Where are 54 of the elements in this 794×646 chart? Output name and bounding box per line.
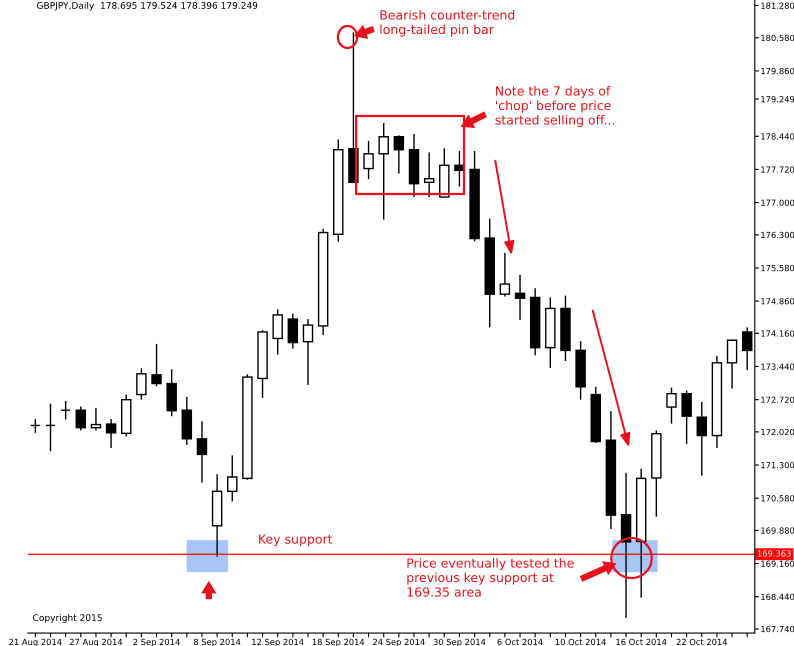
- candlestick: [45, 403, 56, 452]
- candlestick: [60, 400, 71, 420]
- y-tick-label: 180.580: [761, 34, 794, 42]
- candlestick: [151, 343, 162, 387]
- y-tick-label: 176.300: [761, 232, 794, 238]
- ref-line-label: 169.363: [758, 550, 791, 557]
- candlestick: [424, 152, 434, 198]
- x-tick-label: 16 Oct 2014: [616, 638, 666, 646]
- annotation: Copyright 2015: [33, 614, 102, 623]
- candlestick: [76, 406, 86, 432]
- y-tick-label: 168.440: [761, 594, 794, 600]
- y-tick-label: 169.880: [761, 527, 794, 534]
- candlestick: [106, 418, 116, 449]
- annotation: Note the 7 days of 'chop' before price started selling off...: [495, 86, 614, 128]
- candlestick: [30, 418, 41, 434]
- candlestick: [726, 338, 738, 390]
- candlestick: [288, 312, 298, 350]
- annotation: Bearish counter-trend long-tailed pin bar: [380, 10, 514, 37]
- candlestick: [696, 401, 708, 476]
- y-tick-label: 171.300: [761, 462, 794, 468]
- candlestick: [272, 308, 283, 356]
- y-tick-label: 179.860: [761, 68, 794, 74]
- y-tick-label: 172.020: [761, 428, 794, 436]
- candlestick: [681, 390, 692, 445]
- y-tick-label: 179.249: [761, 96, 794, 102]
- annotation: Key support: [259, 534, 332, 546]
- x-tick-label: 10 Oct 2014: [556, 638, 606, 646]
- y-tick-label: 178.440: [761, 133, 794, 140]
- y-tick-label: 169.160: [761, 560, 794, 567]
- candlestick: [394, 134, 404, 174]
- chart-title: GBPJPY,Daily 178.695 179.524 178.396 179.249: [37, 2, 258, 11]
- candlestick: [363, 140, 374, 180]
- candlestick: [378, 122, 389, 220]
- candlestick: [90, 407, 102, 432]
- x-tick-label: 6 Oct 2014: [498, 638, 543, 646]
- y-tick-label: 177.000: [761, 200, 794, 206]
- y-tick-label: 167.740: [761, 626, 794, 632]
- y-tick-label: 175.580: [761, 264, 794, 272]
- candlestick: [302, 318, 314, 386]
- annotation: Price eventually tested the previous key support at 169.35 area: [407, 558, 574, 597]
- y-tick-label: 177.720: [761, 166, 794, 173]
- candlestick: [227, 454, 238, 502]
- y-tick-label: 172.720: [761, 396, 794, 403]
- x-tick-label: 22 Oct 2014: [676, 638, 728, 646]
- y-tick-label: 170.580: [761, 495, 794, 502]
- candlestick: [196, 420, 208, 484]
- candlestick: [136, 368, 147, 400]
- y-tick-label: 181.280: [761, 2, 794, 9]
- candlestick: [500, 252, 510, 298]
- y-tick-label: 173.440: [761, 363, 794, 370]
- candlestick: [514, 274, 526, 321]
- y-tick-label: 174.860: [761, 298, 794, 304]
- candlestick: [666, 386, 677, 424]
- y-tick-label: 174.160: [761, 330, 794, 337]
